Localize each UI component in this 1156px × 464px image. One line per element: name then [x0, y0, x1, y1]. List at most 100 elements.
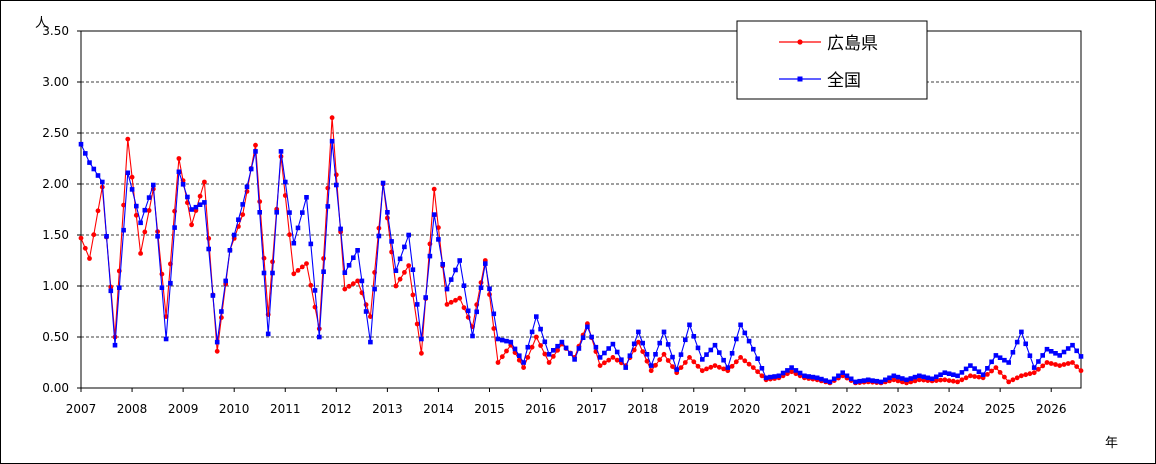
- data-point-national: [661, 329, 667, 335]
- data-point-hiroshima: [963, 375, 969, 381]
- data-point-hiroshima: [125, 136, 131, 142]
- data-point-national: [678, 352, 684, 357]
- data-point-hiroshima: [1078, 368, 1084, 374]
- data-point-national: [934, 374, 939, 380]
- data-point-national: [861, 378, 867, 383]
- data-point-hiroshima: [597, 363, 603, 368]
- data-point-national: [1061, 349, 1067, 355]
- data-point-national: [291, 240, 297, 246]
- x-axis-unit-label: 年: [1105, 436, 1118, 451]
- data-point-hiroshima: [240, 212, 246, 218]
- x-tick-label: 2026: [1036, 402, 1067, 416]
- data-point-national: [185, 194, 190, 200]
- data-point-national: [844, 373, 850, 379]
- data-point-national: [483, 261, 488, 266]
- data-point-national: [163, 336, 169, 342]
- data-point-national: [806, 374, 811, 379]
- data-point-national: [648, 363, 654, 368]
- data-point-national: [363, 309, 369, 314]
- data-point-national: [121, 227, 126, 233]
- data-point-national: [495, 336, 501, 342]
- data-point-hiroshima: [1010, 377, 1016, 383]
- data-point-national: [1036, 359, 1041, 364]
- data-point-national: [355, 248, 360, 253]
- data-point-national: [1019, 329, 1024, 335]
- data-point-national: [261, 270, 267, 276]
- data-point-hiroshima: [1006, 379, 1012, 385]
- data-point-hiroshima: [257, 199, 263, 205]
- data-point-national: [368, 339, 373, 345]
- x-tick-label: 2010: [219, 402, 250, 416]
- data-point-national: [125, 170, 131, 176]
- data-point-hiroshima: [304, 261, 309, 266]
- data-point-national: [980, 372, 986, 377]
- legend: 広島県 全国: [736, 20, 928, 100]
- data-point-national: [568, 351, 573, 356]
- data-point-national: [193, 204, 199, 210]
- data-point-national: [155, 234, 160, 239]
- data-point-national: [755, 356, 760, 361]
- data-point-hiroshima: [742, 358, 748, 364]
- data-point-national: [725, 365, 731, 370]
- data-point-national: [559, 339, 565, 345]
- data-point-hiroshima: [1057, 363, 1063, 368]
- data-point-hiroshima: [670, 364, 675, 369]
- data-point-national: [1070, 342, 1075, 348]
- data-point-national: [589, 334, 594, 340]
- data-point-hiroshima: [299, 264, 305, 270]
- data-point-national: [440, 262, 445, 267]
- data-point-national: [717, 350, 722, 355]
- data-point-national: [776, 373, 782, 379]
- data-point-hiroshima: [146, 208, 152, 213]
- data-point-hiroshima: [610, 355, 616, 360]
- data-point-national: [551, 348, 556, 353]
- data-point-national: [712, 342, 718, 348]
- data-point-hiroshima: [678, 365, 684, 370]
- data-point-hiroshima: [933, 378, 939, 383]
- legend-national-marker: [797, 76, 803, 82]
- legend-hiroshima-label: 広島県: [827, 34, 878, 54]
- data-point-national: [746, 338, 752, 344]
- data-point-national: [257, 210, 262, 215]
- data-point-national: [831, 376, 837, 382]
- data-point-hiroshima: [291, 271, 297, 277]
- data-point-hiroshima: [350, 281, 356, 287]
- data-point-hiroshima: [738, 355, 743, 360]
- data-point-hiroshima: [436, 225, 441, 231]
- data-point-hiroshima: [550, 354, 556, 359]
- data-point-national: [908, 376, 914, 381]
- data-point-national: [372, 286, 377, 292]
- data-point-hiroshima: [895, 378, 901, 384]
- data-point-national: [283, 179, 288, 185]
- data-point-national: [1044, 346, 1050, 352]
- data-point-national: [602, 350, 607, 356]
- data-point-national: [172, 225, 177, 230]
- x-tick-label: 2015: [474, 402, 505, 416]
- data-point-hiroshima: [406, 263, 412, 268]
- data-point-hiroshima: [687, 355, 692, 360]
- data-point-national: [453, 267, 458, 273]
- plot-area-border: [80, 30, 1082, 389]
- data-point-national: [108, 288, 114, 294]
- y-tick-label: 3.50: [42, 24, 69, 38]
- data-point-hiroshima: [521, 365, 526, 370]
- data-point-hiroshima: [419, 350, 424, 356]
- data-point-national: [631, 341, 637, 347]
- data-point-national: [772, 374, 777, 379]
- data-point-national: [853, 379, 858, 385]
- data-point-national: [580, 335, 586, 340]
- data-point-national: [448, 277, 454, 282]
- x-tick-label: 2008: [117, 402, 148, 416]
- data-point-national: [997, 355, 1003, 360]
- data-point-hiroshima: [219, 315, 224, 320]
- data-point-national: [534, 314, 539, 319]
- data-point-national: [444, 286, 450, 292]
- y-tick-label: 1.50: [42, 228, 69, 242]
- data-point-national: [317, 334, 322, 340]
- data-point-hiroshima: [721, 366, 726, 372]
- data-point-hiroshima: [1040, 363, 1046, 369]
- data-point-hiroshima: [91, 232, 97, 238]
- data-point-hiroshima: [989, 368, 994, 374]
- data-point-hiroshima: [538, 343, 543, 348]
- data-point-hiroshima: [789, 369, 794, 375]
